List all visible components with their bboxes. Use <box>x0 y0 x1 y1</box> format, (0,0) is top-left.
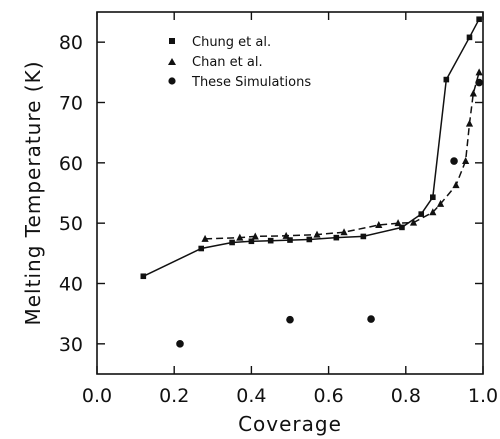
data-point-circle <box>286 315 294 324</box>
data-point-square <box>333 234 340 241</box>
x-axis-title: Coverage <box>238 412 342 436</box>
y-tick-label: 80 <box>59 32 83 54</box>
data-point-triangle <box>375 220 383 228</box>
data-point-triangle <box>475 68 483 76</box>
data-point-triangle <box>236 233 244 241</box>
data-point-square <box>229 239 235 246</box>
data-point-triangle <box>465 119 474 127</box>
y-tick-label: 40 <box>59 274 83 296</box>
legend-label-simulations: These Simulations <box>191 75 311 90</box>
data-point-square <box>198 245 205 252</box>
data-point-square <box>399 224 405 231</box>
plot-frame <box>96 11 484 375</box>
data-point-square <box>443 76 450 83</box>
data-point-triangle <box>340 228 348 236</box>
legend: Chung et al. Chan et al. These Simulatio… <box>168 35 311 90</box>
data-point-square <box>418 211 425 217</box>
data-point-triangle <box>469 89 477 97</box>
data-point-square <box>140 273 147 280</box>
y-axis-title: Melting Temperature (K) <box>21 60 45 325</box>
y-tick-label: 60 <box>59 153 83 175</box>
data-point-triangle <box>251 232 259 240</box>
data-point-circle <box>450 157 458 165</box>
data-point-square <box>248 238 255 245</box>
x-tick-label: 0.2 <box>159 385 189 407</box>
x-tick-label: 0.6 <box>313 385 343 407</box>
y-tick-label: 50 <box>59 213 83 235</box>
series-markers <box>140 16 483 348</box>
data-point-triangle <box>409 218 418 226</box>
data-point-square <box>267 237 274 244</box>
data-point-square <box>360 233 367 240</box>
x-tick-label: 1.0 <box>468 385 498 407</box>
data-point-square <box>430 194 436 201</box>
data-point-triangle <box>313 230 321 238</box>
data-point-triangle <box>201 234 209 242</box>
data-point-circle <box>176 340 184 348</box>
series-line-1 <box>205 72 480 240</box>
data-point-square <box>287 237 293 243</box>
legend-label-chan: Chan et al. <box>192 55 263 70</box>
x-tick-label: 0.0 <box>82 385 112 407</box>
legend-marker-chan <box>168 58 176 65</box>
data-point-triangle <box>394 219 402 227</box>
axis-ticks <box>96 12 484 374</box>
y-tick-label: 30 <box>59 334 83 356</box>
data-point-square <box>306 236 313 243</box>
x-tick-label: 0.4 <box>236 385 266 407</box>
data-point-triangle <box>436 199 445 207</box>
data-point-square <box>466 34 473 41</box>
x-tick-label: 0.8 <box>391 385 421 407</box>
data-point-triangle <box>282 231 290 239</box>
y-tick-label: 70 <box>59 93 83 115</box>
data-point-triangle <box>462 157 470 165</box>
data-point-triangle <box>452 181 460 189</box>
x-tick-labels: 0.0 0.2 0.4 0.6 0.8 1.0 <box>82 385 498 407</box>
data-point-triangle <box>429 208 437 216</box>
legend-marker-chung <box>169 38 175 44</box>
data-point-square <box>476 16 482 23</box>
legend-marker-simulations <box>168 77 176 85</box>
data-point-circle <box>475 78 483 87</box>
data-point-circle <box>367 315 375 323</box>
y-tick-labels: 30 40 50 60 70 80 <box>59 32 83 356</box>
legend-label-chung: Chung et al. <box>192 35 271 50</box>
